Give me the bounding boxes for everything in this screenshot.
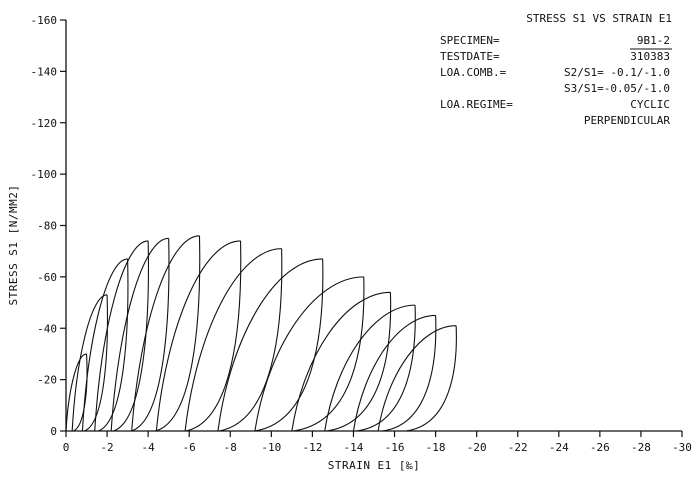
- unload-branch: [113, 240, 149, 432]
- reload-branch: [71, 294, 108, 432]
- y-tick-label: -60: [37, 271, 57, 284]
- y-axis-label: STRESS S1 [N/MM2]: [7, 184, 20, 305]
- x-tick-label: 0: [63, 441, 70, 454]
- x-tick-label: -26: [590, 441, 610, 454]
- x-tick-label: -16: [385, 441, 405, 454]
- x-tick-label: -4: [142, 441, 156, 454]
- x-tick-label: -20: [467, 441, 487, 454]
- x-axis-label: STRAIN E1 [‰]: [328, 459, 421, 472]
- unload-branch: [382, 315, 437, 432]
- reload-branch: [110, 237, 169, 432]
- unload-branch: [356, 305, 416, 432]
- unload-branch: [84, 294, 108, 432]
- load-regime-label: LOA.REGIME=: [440, 98, 513, 111]
- reload-branch: [81, 258, 128, 432]
- y-axis-ticks: 0 -20 -40 -60 -80 -100 -120 -140 -160: [31, 14, 66, 438]
- load-combination-label: LOA.COMB.=: [440, 66, 507, 79]
- unload-branch: [254, 258, 324, 432]
- reload-branch: [184, 248, 282, 432]
- y-tick-label: -80: [37, 220, 57, 233]
- y-tick-label: -140: [31, 65, 58, 78]
- x-tick-label: -30: [672, 441, 692, 454]
- reload-branch: [155, 240, 241, 432]
- x-tick-label: -24: [549, 441, 569, 454]
- reload-branch: [65, 353, 87, 432]
- x-tick-label: -8: [224, 441, 237, 454]
- load-combination-value-2: S3/S1=-0.05/-1.0: [564, 82, 670, 95]
- reload-branch: [254, 276, 364, 432]
- load-combination-value-1: S2/S1= -0.1/-1.0: [564, 66, 670, 79]
- unload-branch: [155, 235, 201, 432]
- y-tick-label: -100: [31, 168, 58, 181]
- unload-branch: [405, 325, 457, 432]
- reload-branch: [131, 235, 200, 432]
- chart-title: STRESS S1 VS STRAIN E1: [526, 12, 672, 25]
- x-tick-label: -2: [100, 441, 113, 454]
- unload-branch: [218, 248, 283, 432]
- y-tick-label: -40: [37, 322, 57, 335]
- x-tick-label: -18: [426, 441, 446, 454]
- testdate-value: 310383: [630, 50, 670, 63]
- unload-branch: [131, 238, 170, 432]
- load-regime-value-2: PERPENDICULAR: [584, 114, 670, 127]
- x-tick-label: -12: [302, 441, 322, 454]
- reload-branch: [217, 258, 323, 432]
- x-tick-label: -6: [183, 441, 196, 454]
- y-tick-label: 0: [50, 425, 57, 438]
- specimen-value: 9B1-2: [637, 34, 670, 47]
- y-tick-label: -160: [31, 14, 58, 27]
- testdate-label: TESTDATE=: [440, 50, 500, 63]
- unload-branch: [326, 292, 392, 432]
- unload-branch: [292, 276, 365, 432]
- reload-branch: [291, 291, 391, 432]
- unload-branch: [185, 240, 242, 432]
- hysteresis-loops: [65, 235, 457, 432]
- x-tick-label: -28: [631, 441, 651, 454]
- x-tick-label: -10: [261, 441, 281, 454]
- y-tick-label: -120: [31, 117, 58, 130]
- x-tick-label: -14: [344, 441, 364, 454]
- load-regime-value-1: CYCLIC: [630, 98, 670, 111]
- reload-branch: [352, 314, 436, 432]
- specimen-label: SPECIMEN=: [440, 34, 500, 47]
- unload-branch: [98, 258, 129, 432]
- reload-branch: [94, 240, 149, 432]
- reload-branch: [377, 325, 457, 432]
- y-tick-label: -20: [37, 374, 57, 387]
- x-tick-label: -22: [508, 441, 528, 454]
- reload-branch: [324, 304, 416, 432]
- x-axis-ticks: 0 -2 -4 -6 -8 -10 -12 -14 -16 -18 -20 -22 -24 -26 -28 -…: [63, 431, 692, 454]
